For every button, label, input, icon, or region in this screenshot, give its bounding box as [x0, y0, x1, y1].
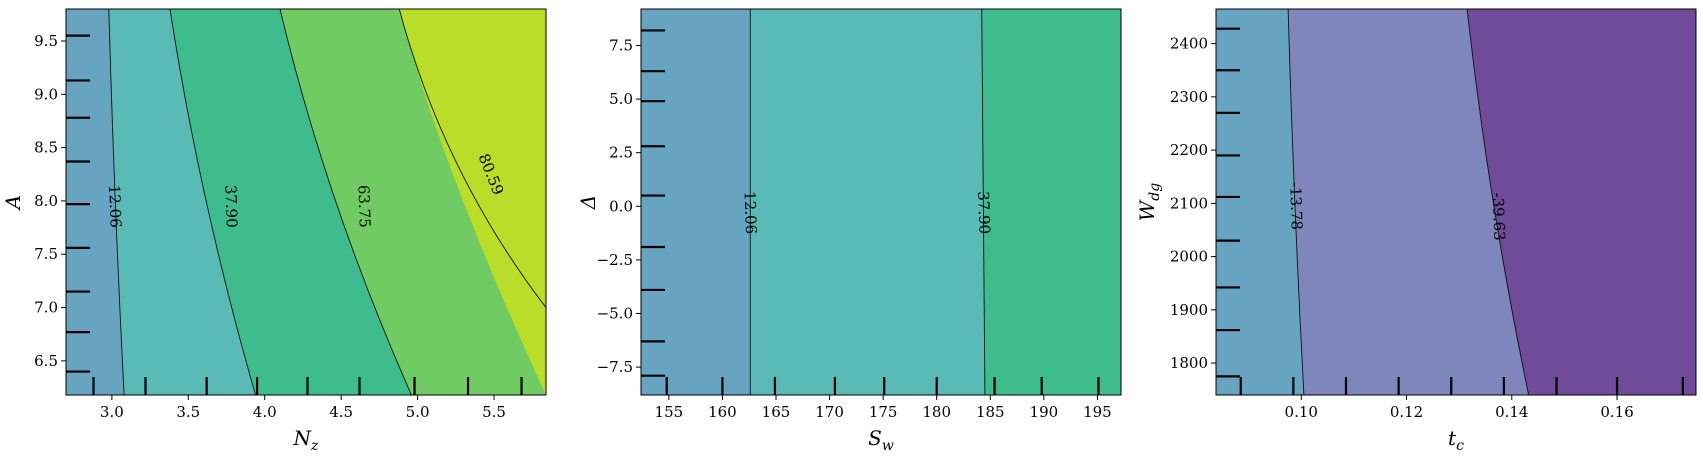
contour-region-3	[981, 9, 1121, 395]
y-tick-label: 7.0	[34, 299, 58, 317]
y-tick-label: 8.0	[34, 192, 58, 210]
x-tick-label: 165	[762, 403, 791, 421]
x-tick-label: 5.5	[482, 403, 506, 421]
y-tick-label: 6.5	[34, 352, 58, 370]
y-tick-label: 2.5	[609, 144, 633, 162]
plot-frame	[640, 8, 1122, 396]
x-tick-label: 0.14	[1495, 403, 1528, 421]
x-tick-label: 160	[708, 403, 737, 421]
chart-panel-2: 12.06 37.90 155 160 165 170 175 180 185 190 195 −7.…	[576, 8, 1122, 454]
contour-line-1	[1287, 8, 1305, 396]
y-axis-label: Δ	[576, 195, 600, 210]
contour-line-4	[398, 8, 547, 308]
x-tick-label: 175	[869, 403, 898, 421]
plot-frame	[65, 8, 547, 396]
contour-label: 12.06	[741, 191, 760, 235]
chart-panel-3: -13.78 -39.63 0.10 0.12 0.14 0.16 1800 1900 2000…	[1135, 8, 1697, 454]
y-tick-label: 2400	[1170, 35, 1208, 53]
y-tick-label: 7.5	[34, 245, 58, 263]
contour-line-1	[108, 8, 125, 396]
y-tick-label: 2000	[1170, 248, 1208, 266]
y-axis-label: Wdg	[1135, 183, 1163, 222]
y-tick-label: −5.0	[597, 305, 633, 323]
contour-label: -13.78	[1286, 182, 1306, 231]
contour-line-2	[169, 8, 256, 396]
x-tick-label: 190	[1030, 403, 1059, 421]
x-axis-label: Nz	[293, 426, 320, 454]
plot-frame	[1215, 8, 1697, 396]
x-tick-label: 0.10	[1285, 403, 1318, 421]
contour-region-3	[1467, 9, 1696, 395]
y-tick-label: 2200	[1170, 141, 1208, 159]
y-tick-label: 1800	[1170, 354, 1208, 372]
x-tick-label: 0.12	[1390, 403, 1423, 421]
x-tick-label: 195	[1083, 403, 1112, 421]
x-tick-label: 3.5	[176, 403, 200, 421]
y-tick-label: 1900	[1170, 301, 1208, 319]
y-tick-label: 5.0	[609, 90, 633, 108]
contour-line-2	[981, 8, 986, 396]
y-tick-label: −2.5	[597, 251, 633, 269]
x-tick-label: 155	[655, 403, 684, 421]
contour-label: 37.90	[221, 184, 240, 228]
x-tick-label: 180	[922, 403, 951, 421]
contour-region-1	[1216, 9, 1304, 395]
y-tick-label: 0.0	[609, 197, 633, 215]
contour-label: 12.06	[105, 184, 124, 228]
contour-region-1	[641, 9, 751, 395]
y-tick-label: 2300	[1170, 88, 1208, 106]
contour-line-3	[279, 8, 412, 396]
x-axis-label: Sw	[868, 426, 894, 454]
x-tick-label: 0.16	[1600, 403, 1633, 421]
x-tick-label: 4.5	[329, 403, 353, 421]
contour-line-2	[1466, 8, 1530, 396]
x-tick-label: 3.0	[100, 403, 124, 421]
y-tick-label: 9.0	[34, 85, 58, 103]
x-tick-label: 5.0	[406, 403, 430, 421]
y-axis-label: A	[1, 195, 25, 211]
contour-region-1	[66, 9, 125, 395]
contour-label: 63.75	[354, 184, 373, 228]
y-tick-label: 2100	[1170, 194, 1208, 212]
y-tick-label: 8.5	[34, 139, 58, 157]
x-axis-label: tc	[1448, 426, 1464, 454]
x-tick-label: 4.0	[253, 403, 277, 421]
y-tick-label: 9.5	[34, 32, 58, 50]
y-tick-label: 7.5	[609, 36, 633, 54]
y-tick-label: −7.5	[597, 358, 633, 376]
contour-label: 37.90	[974, 191, 993, 235]
contour-region-5	[399, 9, 546, 395]
x-tick-label: 185	[976, 403, 1005, 421]
x-tick-label: 170	[815, 403, 844, 421]
contour-label: -39.63	[1489, 192, 1509, 241]
